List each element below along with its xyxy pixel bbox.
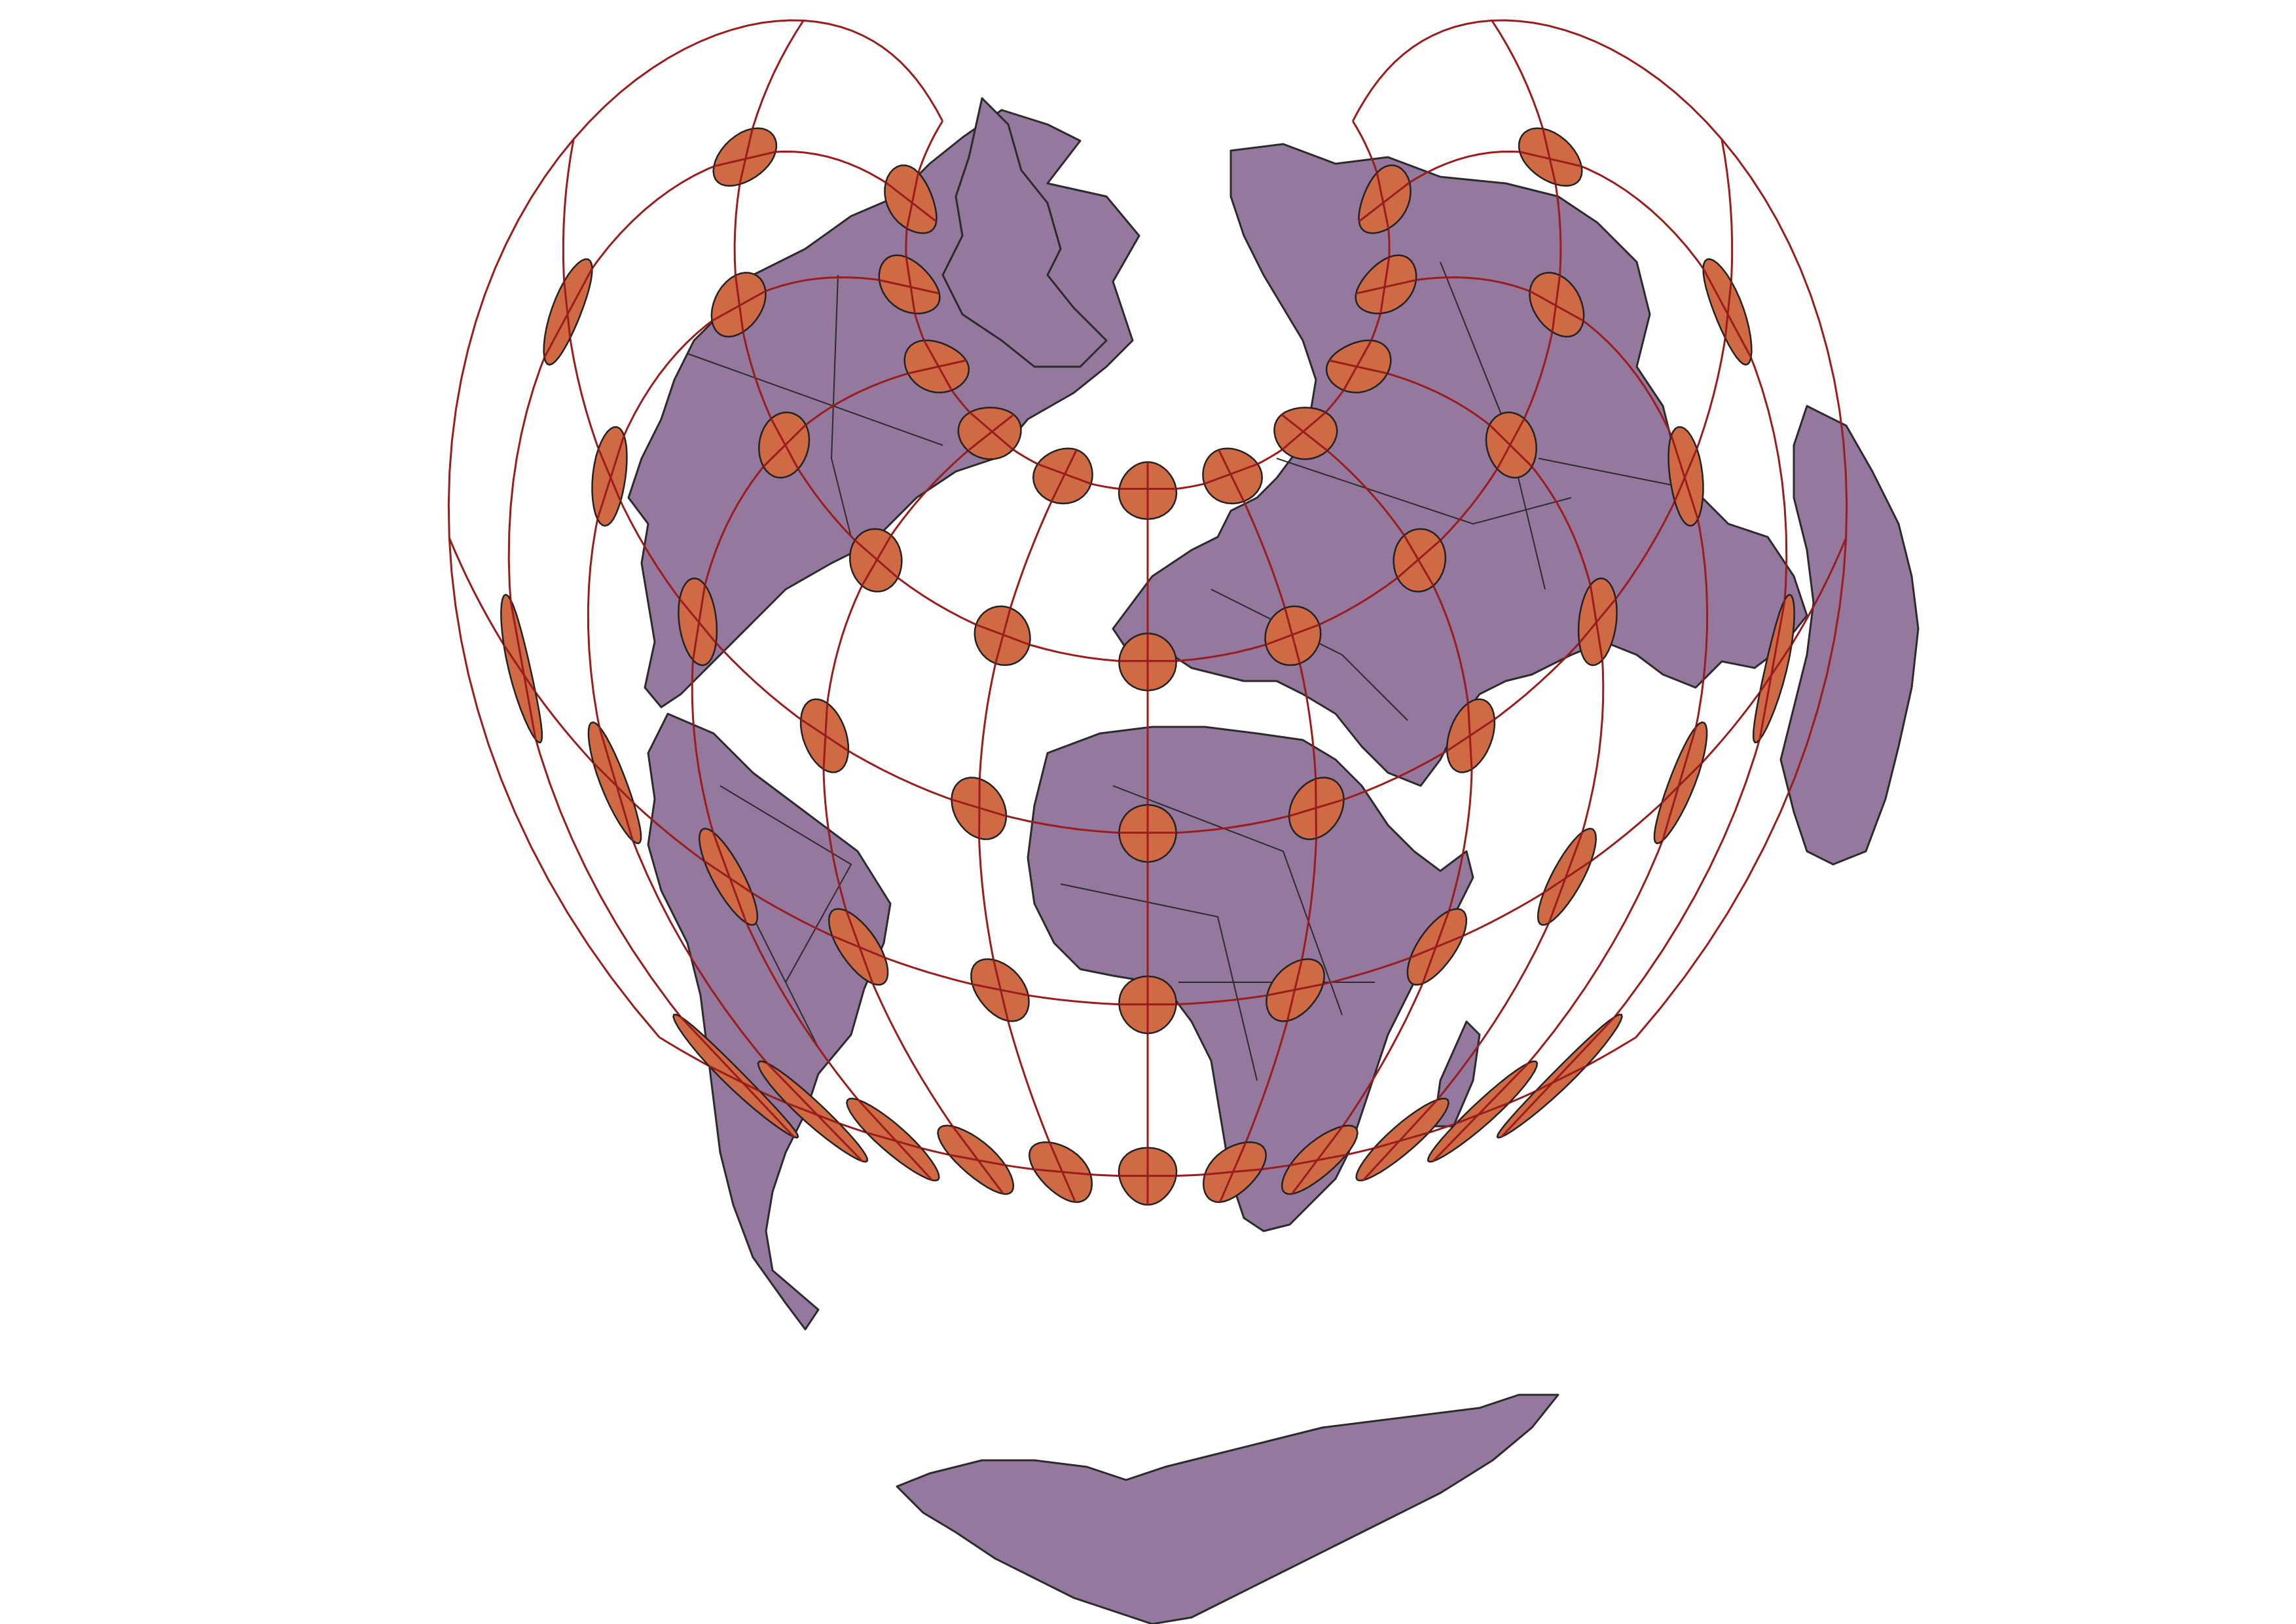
country-border: [720, 785, 852, 983]
tissot-axis: [714, 151, 776, 168]
tissot-axis: [1548, 831, 1584, 924]
tissot-axis: [1050, 449, 1078, 502]
country-border: [752, 916, 819, 1048]
tissot-axis: [1284, 608, 1301, 664]
tissot-axis: [1496, 418, 1525, 470]
tissot-axis: [1328, 359, 1388, 375]
tissot-axis: [1702, 267, 1752, 358]
tissot-axis: [1403, 534, 1434, 587]
tissot-axis: [543, 267, 593, 358]
country-border: [1211, 589, 1408, 721]
tissot-axis: [712, 831, 748, 924]
tissot-axis: [596, 435, 625, 520]
tissot-axis: [978, 779, 981, 839]
landmass-layer: [627, 97, 1920, 1624]
tissot-axis: [1529, 290, 1584, 322]
tissot-axis: [1673, 448, 1698, 502]
landmass-greenland: [941, 97, 1108, 368]
tissot-axis: [1048, 1141, 1076, 1203]
tissot-axis: [503, 644, 537, 693]
country-border: [1060, 883, 1258, 1081]
tissot-axis: [951, 1125, 1004, 1195]
tissot-axis: [861, 534, 892, 587]
tissot-axis: [1542, 128, 1557, 185]
landmass-east-asia: [1779, 405, 1920, 866]
country-border: [830, 274, 852, 538]
tissot-axis: [766, 1062, 864, 1162]
tissot-axis: [692, 585, 706, 661]
tissot-axis: [1535, 1065, 1587, 1092]
tissot-axis: [763, 424, 807, 468]
tissot-axis: [711, 290, 767, 322]
tissot-axis: [592, 762, 635, 804]
tissot-axis: [1660, 762, 1703, 804]
tissot-axis: [1342, 340, 1372, 391]
tissot-axis: [1374, 1132, 1429, 1149]
tissot-axis: [1376, 172, 1390, 229]
tissot-axis: [1758, 644, 1793, 693]
tissot-axis: [1315, 779, 1317, 839]
tissot-axis: [1670, 435, 1699, 520]
tissot-axis: [1519, 151, 1582, 168]
tissot-axis: [1551, 275, 1561, 333]
landmass-antarctica: [896, 1393, 1559, 1624]
country-border: [1112, 785, 1343, 1016]
tissot-axis: [993, 959, 1010, 1022]
tissot-axis: [1724, 281, 1732, 339]
tissot-axis: [967, 413, 1015, 452]
tissot-axis: [1358, 181, 1411, 223]
tissot-axis: [845, 910, 874, 984]
tissot-axis: [1362, 1099, 1438, 1181]
tissot-axis: [923, 340, 953, 391]
tissot-indicatrix-layer: [500, 127, 1795, 1206]
tissot-axis: [1355, 279, 1417, 295]
tissot-axis: [822, 703, 829, 769]
tissot-axis: [907, 359, 967, 375]
tissot-axis: [1218, 449, 1245, 502]
tissot-axis: [857, 1099, 934, 1181]
tissot-axis: [678, 598, 717, 644]
tissot-axis: [1421, 910, 1450, 984]
tissot-ellipse: [712, 127, 778, 187]
country-border: [687, 353, 943, 446]
tissot-axis: [1661, 726, 1698, 841]
tissot-axis: [770, 418, 799, 470]
tissot-axis: [1286, 959, 1303, 1022]
tissot-axis: [703, 860, 753, 894]
tissot-axis: [1455, 1101, 1510, 1125]
tissot-axis: [1281, 413, 1328, 452]
tissot-axis: [1542, 860, 1592, 894]
tissot-axis: [1758, 599, 1786, 740]
tissot-axis: [738, 128, 754, 185]
tissot-axis: [905, 172, 920, 229]
tissot-axis: [905, 257, 916, 314]
tissot-axis: [1489, 424, 1533, 468]
tissot-axis: [1467, 703, 1473, 769]
country-border: [1276, 458, 1572, 525]
tissot-axis: [879, 279, 940, 295]
tissot-ellipse: [1518, 127, 1583, 187]
tissot-axis: [1432, 1062, 1529, 1162]
tissot-axis: [866, 1132, 922, 1149]
tissot-axis: [1578, 598, 1617, 644]
tissot-axis: [786, 1101, 840, 1125]
tissot-axis: [509, 599, 537, 740]
tissot-axis: [708, 1065, 761, 1092]
tissot-axis: [680, 1016, 795, 1138]
tissot-axis: [1219, 1141, 1247, 1203]
tissot-axis: [1291, 1125, 1344, 1195]
tissot-axis: [734, 275, 744, 333]
tissot-axis: [1589, 585, 1603, 661]
tissot-axis: [1379, 257, 1391, 314]
tissot-axis: [994, 608, 1011, 664]
tissot-axis: [597, 448, 622, 502]
tissot-axis: [598, 726, 634, 841]
tissot-axis: [1501, 1016, 1616, 1138]
tissot-axis: [884, 181, 938, 223]
tissot-ellipse: [500, 593, 543, 744]
tissot-axis: [563, 281, 572, 339]
